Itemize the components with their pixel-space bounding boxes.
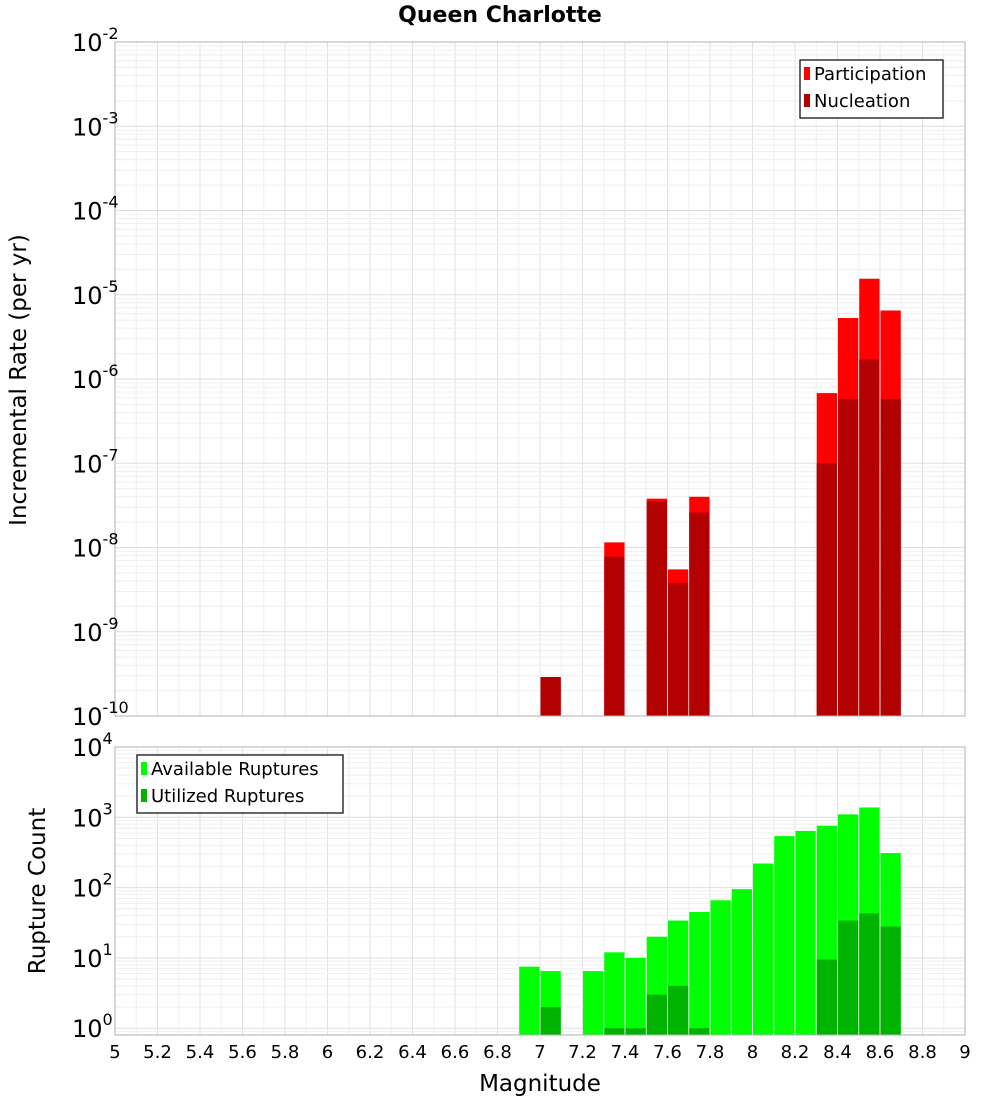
legend-swatch [141,762,147,775]
y-tick-label: 10-9 [72,614,119,647]
y-tick-label: 104 [72,729,113,762]
y-tick-label: 10-7 [72,445,119,478]
bar-inner [859,359,880,716]
legend-swatch [141,789,147,802]
bar-outer [604,952,625,1035]
y-tick-label: 103 [72,799,113,832]
x-tick-label: 6.4 [398,1042,427,1063]
bar-outer [774,836,795,1035]
x-tick-label: 7.8 [696,1042,725,1063]
x-tick-label: 8.4 [823,1042,852,1063]
x-tick-label: 5.6 [228,1042,257,1063]
series-utilized-ruptures [540,913,901,1035]
legend-swatch [804,67,810,80]
bar-inner [668,582,689,716]
bar-inner [880,398,901,716]
x-tick-label: 5.4 [186,1042,215,1063]
bar-outer [625,957,646,1035]
x-tick-label: 8.6 [866,1042,895,1063]
x-tick-label: 7 [534,1042,545,1063]
bar-inner [689,512,710,716]
bar-inner [604,1028,625,1035]
plot-frame [114,41,966,717]
chart-title: Queen Charlotte [398,3,602,28]
y-tick-label: 10-3 [72,108,119,141]
legend-swatch [804,94,810,107]
bar-inner [625,1028,646,1035]
bar-outer [731,889,752,1035]
x-tick-label: 7.6 [653,1042,682,1063]
bar-inner [540,1007,561,1035]
bar-inner [838,398,859,716]
y-tick-label: 100 [72,1010,113,1043]
x-tick-label: 6.2 [356,1042,385,1063]
legend-label: Utilized Ruptures [151,786,304,807]
bar-inner [689,1028,710,1035]
y-tick-label: 102 [72,870,113,903]
y-tick-label: 10-10 [72,698,129,731]
x-tick-label: 8.2 [781,1042,810,1063]
bar-inner [816,959,837,1035]
y-tick-label: 10-5 [72,277,119,310]
x-tick-label: 8 [747,1042,758,1063]
legend: Available Ruptures Utilized Ruptures [136,754,344,814]
bar-outer [689,911,710,1035]
legend-label: Nucleation [814,91,910,112]
plot-frame [114,746,966,1036]
bar-inner [880,926,901,1035]
grid-lines [114,41,966,717]
x-tick-label: 5.8 [271,1042,300,1063]
bar-outer [519,966,540,1035]
bar-inner [859,913,880,1035]
y-tick-label: 101 [72,940,113,973]
x-tick-label: 6.6 [441,1042,470,1063]
x-tick-label: 8.8 [908,1042,937,1063]
bar-inner [838,920,859,1035]
bar-outer [753,863,774,1035]
x-tick-label: 6 [322,1042,333,1063]
x-tick-label: 9 [959,1042,970,1063]
top-y-axis-label: Incremental Rate (per yr) [6,234,32,526]
bar-inner [540,677,561,716]
bar-inner [816,463,837,716]
y-tick-label: 10-8 [72,530,119,563]
rupture-count-panel: 100 101 102 103 104 5 5.2 5.4 5.6 5.8 6 6.2 6.4 6.6 6.… [72,729,971,1063]
y-tick-label: 10-2 [72,24,119,57]
incremental-rate-panel: 10-10 10-9 10-8 10-7 10-6 10-5 10-4 10-3 10-2 Par… [72,24,966,731]
legend: Participation Nucleation [799,59,944,119]
x-tick-label: 5 [109,1042,120,1063]
bar-outer [583,971,604,1035]
x-tick-label: 7.2 [568,1042,597,1063]
bar-inner [668,985,689,1035]
legend-label: Available Ruptures [151,759,319,780]
bar-inner [646,501,667,716]
bottom-y-axis-label: Rupture Count [25,808,51,974]
x-tick-label: 5.2 [143,1042,172,1063]
bar-outer [795,830,816,1035]
x-tick-label: 6.8 [483,1042,512,1063]
x-axis-label: Magnitude [479,1071,601,1097]
bar-outer [710,900,731,1035]
y-tick-label: 10-6 [72,361,119,394]
bar-inner [646,994,667,1035]
series-nucleation [540,359,901,716]
legend-label: Participation [814,64,926,85]
x-tick-label: 7.4 [611,1042,640,1063]
bar-inner [604,556,625,716]
y-tick-label: 10-4 [72,193,119,226]
